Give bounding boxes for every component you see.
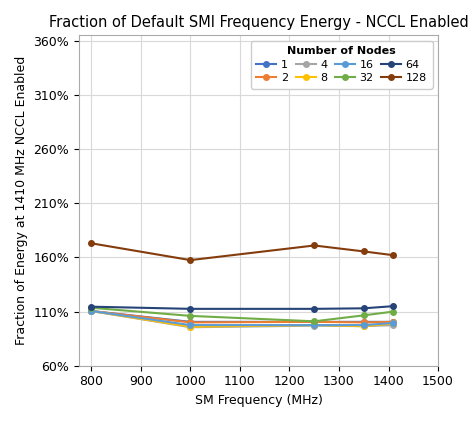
16 xyxy=(188,322,193,327)
16 xyxy=(361,322,367,327)
2 xyxy=(89,308,94,314)
1 xyxy=(391,319,396,325)
4 xyxy=(89,308,94,314)
128 xyxy=(188,257,193,262)
16 xyxy=(89,308,94,314)
Line: 64: 64 xyxy=(89,303,396,311)
4 xyxy=(361,324,367,329)
64 xyxy=(188,306,193,311)
Line: 8: 8 xyxy=(89,308,396,330)
8 xyxy=(361,324,367,329)
16 xyxy=(311,322,317,327)
1 xyxy=(311,319,317,325)
8 xyxy=(311,322,317,327)
8 xyxy=(188,324,193,329)
128 xyxy=(311,243,317,248)
2 xyxy=(188,320,193,325)
32 xyxy=(89,305,94,310)
8 xyxy=(89,308,94,314)
2 xyxy=(311,319,317,325)
1 xyxy=(361,319,367,325)
1 xyxy=(188,319,193,325)
128 xyxy=(361,249,367,254)
Title: Fraction of Default SMI Frequency Energy - NCCL Enabled: Fraction of Default SMI Frequency Energy… xyxy=(49,15,469,30)
64 xyxy=(89,304,94,309)
X-axis label: SM Frequency (MHz): SM Frequency (MHz) xyxy=(195,394,323,407)
16 xyxy=(391,320,396,325)
Line: 2: 2 xyxy=(89,308,396,325)
64 xyxy=(311,306,317,311)
128 xyxy=(391,253,396,258)
1 xyxy=(89,308,94,314)
32 xyxy=(188,314,193,319)
Line: 32: 32 xyxy=(89,305,396,324)
Line: 128: 128 xyxy=(89,241,396,263)
32 xyxy=(311,319,317,324)
64 xyxy=(391,303,396,308)
32 xyxy=(391,309,396,314)
Line: 1: 1 xyxy=(89,308,396,325)
2 xyxy=(361,320,367,325)
64 xyxy=(361,306,367,311)
4 xyxy=(188,325,193,330)
4 xyxy=(311,323,317,328)
Line: 16: 16 xyxy=(89,308,396,328)
32 xyxy=(361,313,367,318)
Line: 4: 4 xyxy=(89,308,396,330)
2 xyxy=(391,319,396,325)
Y-axis label: Fraction of Energy at 1410 MHz NCCL Enabled: Fraction of Energy at 1410 MHz NCCL Enab… xyxy=(15,56,28,345)
128 xyxy=(89,241,94,246)
8 xyxy=(391,321,396,326)
4 xyxy=(391,322,396,327)
Legend: 1, 2, 4, 8, 16, 32, 64, 128: 1, 2, 4, 8, 16, 32, 64, 128 xyxy=(250,41,432,89)
